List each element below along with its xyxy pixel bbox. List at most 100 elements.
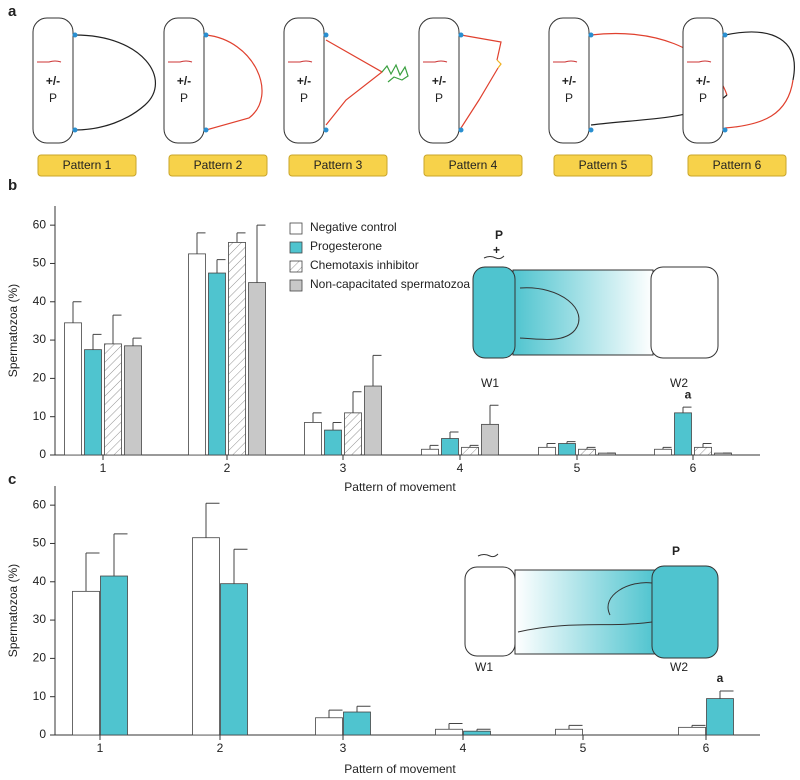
bar	[463, 730, 491, 736]
bar	[192, 537, 220, 736]
x-tick-label: 2	[217, 741, 224, 755]
bar	[441, 438, 459, 456]
pattern-panel: +/- P Pattern 1	[32, 17, 156, 177]
pattern-tag	[168, 154, 268, 177]
bar	[72, 590, 100, 736]
error-bar	[72, 301, 82, 323]
bar	[674, 412, 692, 456]
error-bar	[112, 314, 122, 344]
end	[458, 127, 464, 133]
cell-label: +/-	[177, 74, 191, 88]
end	[203, 127, 209, 133]
bar	[188, 253, 206, 456]
error-bar	[332, 421, 342, 431]
error-bar	[113, 533, 128, 577]
cell-label: P	[435, 91, 443, 105]
pattern-tag	[553, 154, 653, 177]
cell-label: P	[180, 91, 188, 105]
x-tick-label: 3	[340, 461, 347, 475]
pattern-panel: +/- P Pattern 5	[548, 17, 728, 177]
y-tick-label: 20	[33, 371, 47, 385]
bar	[228, 241, 246, 456]
pattern-panel: +/- P Pattern 2	[163, 17, 268, 177]
cell-label: P	[699, 91, 707, 105]
x-tick-label: 6	[690, 461, 697, 475]
x-tick-label: 2	[224, 461, 231, 475]
bar	[84, 349, 102, 456]
error-bar	[489, 404, 499, 425]
cell-label: +/-	[432, 74, 446, 88]
bar	[343, 711, 371, 736]
y-tick-label: 30	[33, 332, 47, 346]
inset-c: P W1 W2	[464, 544, 719, 674]
sperm	[288, 60, 313, 63]
bar	[578, 448, 596, 456]
track	[205, 34, 263, 131]
bar	[364, 385, 382, 456]
well	[548, 17, 590, 144]
error-bar	[92, 333, 102, 350]
error-bar	[236, 232, 246, 243]
end	[323, 127, 329, 133]
panel-label: b	[8, 177, 17, 194]
bar	[100, 575, 128, 736]
bar	[324, 429, 342, 456]
error-bar	[568, 724, 583, 730]
inset-label: W1	[481, 376, 499, 390]
pattern-panel: +/- P Pattern 3	[283, 17, 409, 177]
cell-label: +/-	[696, 74, 710, 88]
well	[418, 17, 460, 144]
legend-label: Negative control	[310, 220, 397, 234]
error-bar	[449, 431, 459, 439]
error-bar	[546, 443, 556, 448]
pattern-label: Pattern 5	[579, 158, 628, 172]
pattern-label: Pattern 4	[449, 158, 498, 172]
legend-swatch	[289, 241, 303, 254]
bar	[304, 422, 322, 456]
end	[588, 127, 594, 133]
error-bar	[566, 441, 576, 444]
pattern-label: Pattern 6	[713, 158, 762, 172]
bar	[694, 446, 712, 456]
cell-label: +/-	[46, 74, 60, 88]
bar	[461, 446, 479, 456]
y-axis-label: Spermatozoa (%)	[6, 564, 20, 657]
legend-label: Progesterone	[310, 239, 382, 253]
y-tick-label: 40	[33, 294, 47, 308]
bar	[555, 728, 583, 736]
error-bar	[256, 224, 266, 283]
cell-label: P	[300, 91, 308, 105]
pattern-tag	[37, 154, 137, 177]
bar	[654, 448, 672, 456]
x-tick-label: 3	[340, 741, 347, 755]
error-bar	[372, 354, 382, 387]
bar	[220, 583, 248, 736]
inset-b: P + W1 W2	[472, 228, 719, 390]
bar	[208, 272, 226, 456]
error-bar	[682, 406, 692, 413]
error-bar	[196, 232, 206, 254]
legend-label: Chemotaxis inhibitor	[310, 258, 419, 272]
cell-label: +/-	[562, 74, 576, 88]
error-bar	[205, 502, 220, 538]
bar	[344, 412, 362, 456]
end	[722, 127, 728, 133]
error-bar	[85, 552, 100, 592]
error-bar	[312, 412, 322, 423]
error-bar	[469, 444, 479, 448]
track	[325, 39, 384, 126]
error-bar	[586, 446, 596, 450]
error-bar	[691, 724, 706, 728]
sperm	[687, 60, 712, 63]
y-tick-label: 50	[33, 256, 47, 270]
x-axis-label: Pattern of movement	[344, 480, 456, 494]
track	[724, 31, 795, 81]
y-axis-label: Spermatozoa (%)	[6, 284, 20, 377]
error-bar	[216, 259, 226, 274]
bar	[421, 448, 439, 456]
start	[323, 32, 329, 38]
well	[163, 17, 205, 144]
y-tick-label: 60	[33, 497, 47, 511]
